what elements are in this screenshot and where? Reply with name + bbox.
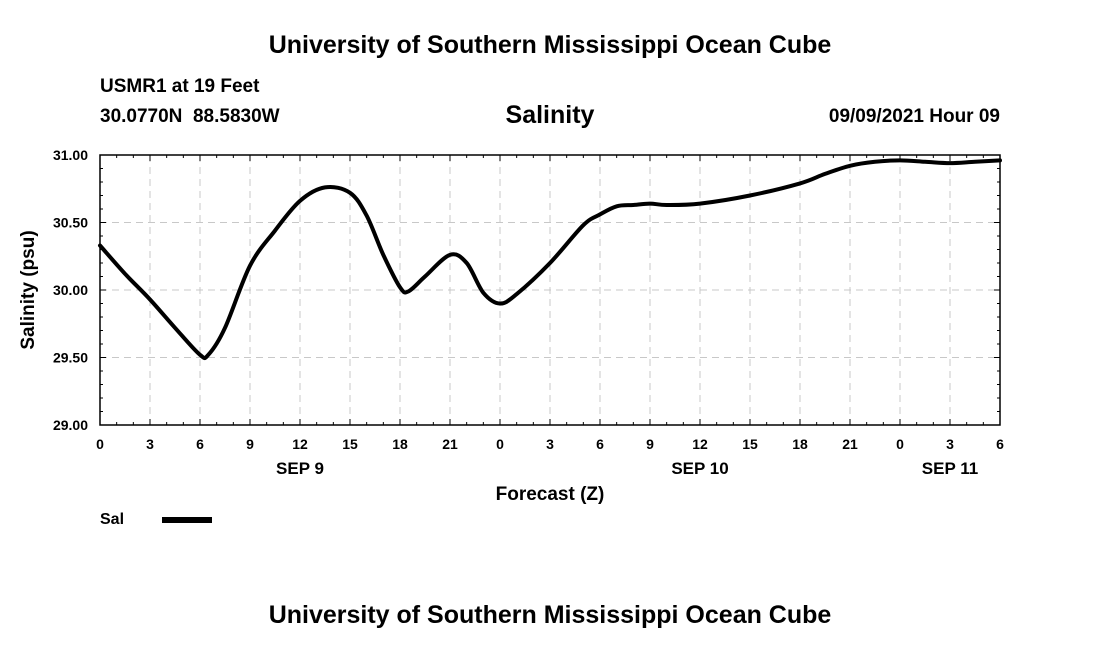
x-tick-label: 6 <box>196 436 204 452</box>
x-tick-label: 21 <box>442 436 458 452</box>
grid-lines <box>100 155 1000 425</box>
date-labels: SEP 9 SEP 10 SEP 11 <box>276 459 978 478</box>
y-tick-labels: 29.00 29.50 30.00 30.50 31.00 <box>53 147 88 433</box>
x-tick-label: 0 <box>96 436 104 452</box>
x-tick-label: 9 <box>646 436 654 452</box>
x-tick-label: 0 <box>896 436 904 452</box>
variable-title: Salinity <box>505 101 595 129</box>
x-tick-label: 9 <box>246 436 254 452</box>
x-tick-label: 6 <box>996 436 1004 452</box>
axis-ticks <box>99 154 1001 426</box>
x-tick-label: 15 <box>742 436 758 452</box>
x-tick-label: 21 <box>842 436 858 452</box>
datetime-label: 09/09/2021 Hour 09 <box>828 106 1000 127</box>
y-tick-label: 29.50 <box>53 350 88 366</box>
series-line-sal <box>98 158 1002 361</box>
x-tick-label: 3 <box>946 436 954 452</box>
x-tick-label: 6 <box>596 436 604 452</box>
x-tick-label: 0 <box>496 436 504 452</box>
date-label: SEP 10 <box>671 459 728 478</box>
x-tick-label: 3 <box>146 436 154 452</box>
y-axis-label: Salinity (psu) <box>18 230 39 349</box>
coordinates-label: 30.0770N 88.5830W <box>100 106 280 127</box>
y-tick-label: 31.00 <box>53 147 88 163</box>
y-tick-label: 29.00 <box>53 417 88 433</box>
page-title-top: University of Southern Mississippi Ocean… <box>268 31 832 59</box>
x-tick-label: 12 <box>292 436 308 452</box>
date-label: SEP 11 <box>922 459 978 478</box>
y-tick-label: 30.50 <box>53 215 88 231</box>
legend-label: Sal <box>100 511 124 528</box>
date-label: SEP 9 <box>276 459 324 478</box>
x-tick-label: 18 <box>392 436 408 452</box>
y-tick-label: 30.00 <box>53 282 88 298</box>
page-title-bottom: University of Southern Mississippi Ocean… <box>268 601 832 629</box>
x-tick-label: 18 <box>792 436 808 452</box>
x-axis-label: Forecast (Z) <box>496 484 605 505</box>
station-label: USMR1 at 19 Feet <box>100 76 260 97</box>
x-tick-label: 15 <box>342 436 358 452</box>
x-tick-labels: 0 3 6 9 12 15 18 21 0 3 6 9 12 15 18 21 0 3 6 <box>96 436 1004 452</box>
x-tick-label: 3 <box>546 436 554 452</box>
x-tick-label: 12 <box>692 436 708 452</box>
